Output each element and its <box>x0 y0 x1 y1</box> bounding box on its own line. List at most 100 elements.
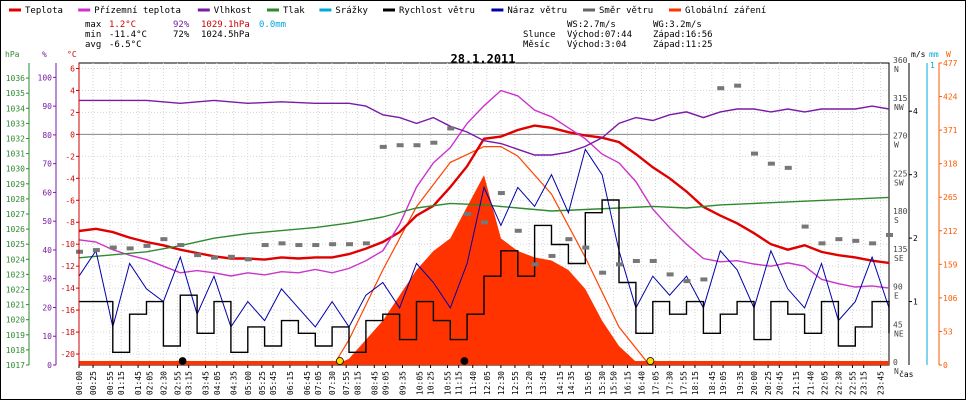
wind-dir-mark-4 <box>143 243 151 248</box>
radiation-area <box>335 175 650 365</box>
hpa-axis-label-14: 1031 <box>6 150 25 159</box>
w-unit: W <box>946 50 951 59</box>
temp-axis-label-6: -8 <box>65 218 75 227</box>
x-label-38: 15:50 <box>609 371 618 395</box>
sun-moon-marker-0 <box>335 357 344 365</box>
wdir-label-1: 45 <box>893 320 903 329</box>
x-label-11: 04:35 <box>230 371 239 395</box>
sun-set: Západ:16:56 <box>653 30 713 40</box>
pct-axis-label-10: 100 <box>38 73 53 82</box>
legend: Teplota Přízemní teplota Vlhkost Tlak Srážky… <box>9 6 766 16</box>
x-label-50: 20:45 <box>775 371 784 395</box>
stat-max-rain: 0.0mm <box>259 20 286 30</box>
wind-dir-mark-34 <box>649 258 657 263</box>
wind-dir-mark-3 <box>126 246 134 251</box>
x-label-42: 17:30 <box>666 371 675 395</box>
wind-dir-mark-29 <box>565 237 573 242</box>
w-label-7: 371 <box>943 126 958 135</box>
wdir-label-6: 270 <box>893 132 908 141</box>
hpa-axis-label-2: 1019 <box>6 331 25 340</box>
x-label-41: 17:05 <box>652 371 661 395</box>
x-label-27: 11:15 <box>455 371 464 395</box>
stat-avg-label: avg <box>85 40 101 50</box>
x-label-17: 07:05 <box>314 371 323 395</box>
x-label-12: 05:00 <box>244 371 253 395</box>
mm-unit: mm <box>929 50 939 59</box>
hpa-axis-label-11: 1028 <box>6 195 25 204</box>
wind-layer <box>76 83 893 353</box>
wind-dir-mark-2 <box>109 245 117 250</box>
wind-dir-mark-30 <box>582 245 590 250</box>
moon-label: Měsíc <box>523 40 550 50</box>
wind-dir-mark-38 <box>717 86 725 91</box>
stat-min-press: 1024.5hPa <box>201 30 250 40</box>
wind-dir-mark-1 <box>92 248 100 253</box>
w-label-9: 477 <box>943 59 958 68</box>
temp-axis-label-9: -2 <box>65 152 75 161</box>
wdir-dir-3: SE <box>894 254 904 263</box>
w-label-4: 212 <box>943 227 958 236</box>
x-label-49: 20:25 <box>764 371 773 395</box>
x-label-19: 07:55 <box>342 371 351 395</box>
wind-dir-mark-37 <box>700 277 708 282</box>
pct-axis-label-8: 80 <box>42 131 52 140</box>
hpa-axis-label-17: 1034 <box>6 104 25 113</box>
wind-dir-mark-47 <box>869 241 877 246</box>
x-label-46: 19:05 <box>719 371 728 395</box>
ms-unit: m/s <box>911 50 926 59</box>
x-label-25: 10:25 <box>427 371 436 395</box>
ms-label-1: 2 <box>913 234 918 243</box>
hpa-axis-label-10: 1027 <box>6 210 25 219</box>
hpa-unit: hPa <box>5 50 20 59</box>
wind-dir-mark-20 <box>413 143 421 148</box>
series-line-3 <box>78 196 890 259</box>
ms-label-3: 4 <box>913 107 918 116</box>
stat-ws: WS:2.7m/s <box>567 20 616 30</box>
pct-axis-label-3: 30 <box>42 275 52 284</box>
x-label-5: 02:05 <box>145 371 154 395</box>
x-unit: čas <box>899 369 914 379</box>
wdir-dir-2: E <box>894 292 899 301</box>
temp-axis-label-0: -20 <box>61 350 76 359</box>
ms-label-2: 3 <box>913 171 918 180</box>
wind-dir-mark-31 <box>599 270 607 275</box>
wind-dir-mark-39 <box>734 83 742 88</box>
wdir-label-4: 180 <box>893 207 908 216</box>
wind-dir-mark-10 <box>244 257 252 262</box>
wind-dir-mark-14 <box>312 243 320 248</box>
hpa-axis-label-1: 1018 <box>6 346 25 355</box>
axes-layer: 1017101810191020102110221023102410251026… <box>5 50 958 376</box>
wdir-dir-6: W <box>894 141 899 150</box>
x-label-52: 21:40 <box>806 371 815 395</box>
wind-dir-mark-6 <box>177 243 185 248</box>
x-label-45: 18:45 <box>708 371 717 395</box>
wind-dir-mark-41 <box>767 161 775 166</box>
wind-dir-mark-25 <box>497 191 505 196</box>
x-label-2: 00:55 <box>106 371 115 395</box>
legend-label-5: Rychlost větru <box>399 6 475 16</box>
wind-dir-mark-35 <box>666 272 674 277</box>
series-line-1 <box>78 89 890 289</box>
x-label-48: 20:00 <box>750 371 759 395</box>
x-axis: 00:00 00:25 00:55 01:15 01:45 02:05 02:30 02:55… <box>75 365 914 395</box>
sun-moon-marker-3 <box>460 357 469 365</box>
stat-max-label: max <box>85 20 102 30</box>
x-label-10: 04:05 <box>213 371 222 395</box>
x-label-0: 00:00 <box>75 371 84 395</box>
x-label-44: 18:15 <box>691 371 700 395</box>
x-label-36: 15:05 <box>584 371 593 395</box>
x-label-37: 15:30 <box>598 371 607 395</box>
temp-axis-label-2: -16 <box>61 306 76 315</box>
wind-dir-mark-22 <box>447 126 455 131</box>
stat-max-temp: 1.2°C <box>109 20 136 30</box>
wind-dir-mark-32 <box>616 262 623 267</box>
stat-min-hum: 72% <box>173 30 190 40</box>
x-label-18: 07:30 <box>328 371 337 395</box>
wdir-label-7: 315 <box>893 94 908 103</box>
series-line-2 <box>79 99 890 156</box>
x-label-3: 01:15 <box>117 371 126 395</box>
sun-moon-marker-2 <box>178 357 187 365</box>
wdir-dir-1: NE <box>894 329 904 338</box>
